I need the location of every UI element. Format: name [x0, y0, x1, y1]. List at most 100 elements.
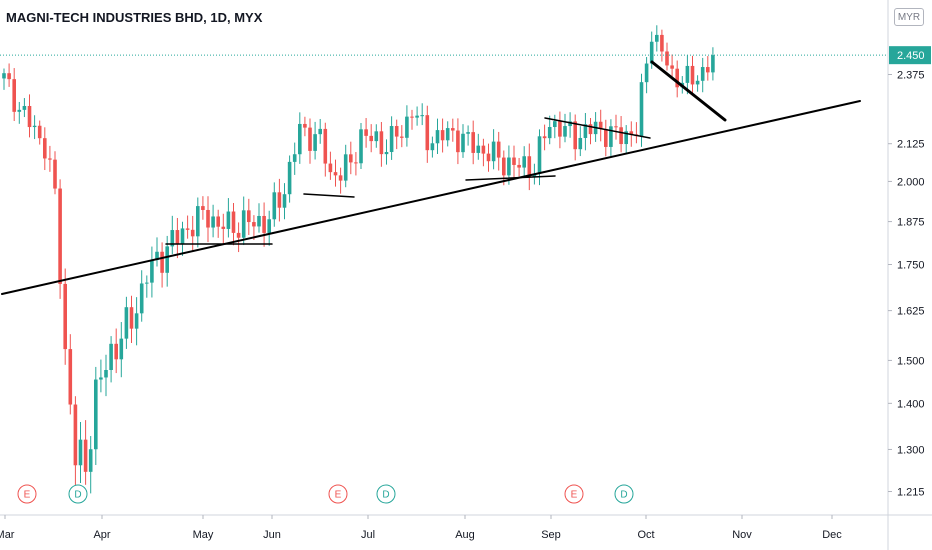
candle-body[interactable] — [236, 232, 241, 238]
candle-body[interactable] — [175, 230, 180, 244]
candle-body[interactable] — [298, 123, 302, 155]
candle-body[interactable] — [323, 128, 328, 164]
candle-body[interactable] — [109, 343, 113, 371]
candle-body[interactable] — [211, 216, 215, 228]
candle-body[interactable] — [277, 192, 282, 208]
candle-body[interactable] — [303, 123, 307, 128]
candle-body[interactable] — [282, 194, 287, 208]
candle-body[interactable] — [155, 251, 159, 261]
dividend-marker[interactable] — [614, 484, 634, 504]
candle-body[interactable] — [333, 172, 338, 176]
candle-body[interactable] — [369, 135, 373, 142]
candle-body[interactable] — [588, 124, 593, 135]
candle-body[interactable] — [226, 211, 231, 229]
candle-body[interactable] — [700, 67, 705, 81]
earnings-marker[interactable] — [17, 484, 37, 504]
candle-body[interactable] — [384, 152, 389, 155]
candle-body[interactable] — [405, 116, 409, 138]
candle-body[interactable] — [649, 41, 654, 64]
candle-body[interactable] — [644, 63, 649, 83]
candle-body[interactable] — [583, 124, 588, 138]
candle-body[interactable] — [547, 126, 552, 139]
candle-body[interactable] — [711, 55, 715, 73]
dividend-marker[interactable] — [376, 484, 396, 504]
candle-body[interactable] — [196, 206, 200, 237]
candle-body[interactable] — [609, 126, 613, 147]
support-line-jun[interactable] — [303, 193, 355, 198]
candle-body[interactable] — [328, 163, 333, 173]
candle-body[interactable] — [389, 126, 394, 153]
candle-body[interactable] — [665, 51, 669, 66]
dividend-marker[interactable] — [68, 484, 88, 504]
candle-body[interactable] — [78, 439, 83, 466]
candle-body[interactable] — [496, 141, 501, 158]
candle-body[interactable] — [27, 105, 32, 128]
candle-body[interactable] — [655, 34, 659, 42]
candle-body[interactable] — [706, 67, 710, 73]
candle-body[interactable] — [614, 126, 618, 128]
candle-body[interactable] — [466, 132, 470, 134]
candle-body[interactable] — [216, 216, 220, 227]
candle-body[interactable] — [349, 154, 353, 163]
candle-body[interactable] — [139, 283, 144, 314]
earnings-marker[interactable] — [328, 484, 348, 504]
candle-body[interactable] — [58, 188, 62, 284]
currency-badge[interactable]: MYR — [894, 8, 924, 26]
candle-body[interactable] — [573, 121, 577, 150]
candle-body[interactable] — [379, 131, 384, 155]
candle-body[interactable] — [124, 307, 129, 339]
candle-body[interactable] — [675, 68, 679, 88]
candle-body[interactable] — [456, 130, 460, 153]
candle-body[interactable] — [445, 128, 450, 141]
candle-body[interactable] — [99, 377, 103, 380]
candle-body[interactable] — [7, 73, 11, 80]
candle-body[interactable] — [318, 128, 322, 135]
candle-body[interactable] — [476, 145, 481, 153]
candle-body[interactable] — [262, 215, 266, 233]
candle-body[interactable] — [48, 158, 52, 160]
candle-body[interactable] — [343, 154, 348, 181]
candle-body[interactable] — [292, 154, 297, 162]
main-trendline[interactable] — [1, 100, 861, 295]
candle-body[interactable] — [604, 128, 608, 147]
earnings-marker[interactable] — [564, 484, 584, 504]
candle-body[interactable] — [134, 313, 139, 329]
candle-body[interactable] — [53, 159, 57, 189]
candle-body[interactable] — [170, 230, 175, 247]
candle-body[interactable] — [63, 283, 67, 350]
candle-body[interactable] — [354, 162, 358, 164]
candle-body[interactable] — [502, 157, 506, 176]
candle-body[interactable] — [598, 121, 603, 129]
candle-body[interactable] — [471, 132, 475, 153]
candle-body[interactable] — [425, 115, 430, 151]
candle-body[interactable] — [201, 206, 205, 210]
support-line-aug[interactable] — [465, 175, 556, 181]
candle-body[interactable] — [695, 80, 700, 85]
candle-body[interactable] — [160, 251, 164, 273]
candle-body[interactable] — [685, 65, 690, 83]
candle-body[interactable] — [660, 34, 664, 52]
candle-body[interactable] — [553, 121, 557, 127]
candle-body[interactable] — [532, 173, 537, 177]
candle-body[interactable] — [568, 121, 572, 127]
candle-body[interactable] — [32, 125, 37, 128]
candle-body[interactable] — [94, 379, 98, 450]
candle-body[interactable] — [507, 157, 511, 176]
candle-body[interactable] — [150, 260, 154, 283]
candle-body[interactable] — [104, 370, 108, 378]
candle-body[interactable] — [512, 157, 516, 165]
pullback-line[interactable] — [650, 60, 727, 122]
candle-body[interactable] — [165, 246, 169, 273]
candle-body[interactable] — [491, 141, 496, 162]
candle-body[interactable] — [338, 175, 343, 181]
candle-body[interactable] — [527, 156, 532, 177]
candle-body[interactable] — [119, 338, 124, 360]
candle-body[interactable] — [17, 109, 22, 112]
candle-body[interactable] — [2, 73, 6, 79]
candle-body[interactable] — [440, 130, 445, 141]
candle-body[interactable] — [257, 215, 261, 227]
candle-body[interactable] — [624, 131, 628, 145]
candle-body[interactable] — [481, 145, 486, 154]
candle-body[interactable] — [114, 343, 118, 360]
